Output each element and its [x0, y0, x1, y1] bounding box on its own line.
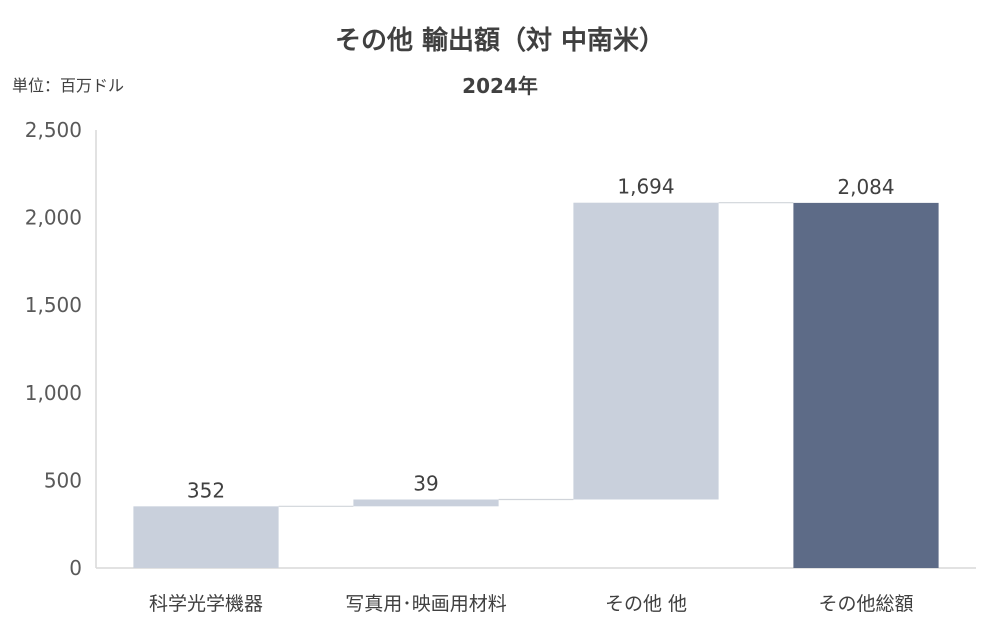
y-tick-label: 1,500 — [25, 293, 82, 317]
data-label: 352 — [187, 478, 225, 502]
chart-subtitle: 2024年 — [462, 74, 538, 98]
x-category-label: その他 他 — [605, 593, 687, 615]
y-tick-label: 1,000 — [25, 381, 82, 405]
y-tick-label: 2,000 — [25, 206, 82, 230]
increment-bar — [573, 202, 719, 500]
data-label: 39 — [413, 471, 438, 495]
y-tick-label: 500 — [44, 468, 82, 492]
x-category-label: 写真用･映画用材料 — [345, 593, 507, 615]
total-bar — [793, 202, 939, 569]
chart-title: その他 輸出額（対 中南米） — [334, 26, 666, 56]
x-category-label: その他総額 — [818, 593, 913, 615]
increment-bar — [133, 506, 279, 568]
y-tick-label: 0 — [69, 556, 82, 580]
unit-label: 単位：百万ドル — [12, 76, 125, 95]
data-label: 1,694 — [617, 175, 674, 199]
increment-bar — [353, 499, 499, 507]
y-tick-label: 2,500 — [25, 118, 82, 142]
x-category-label: 科学光学機器 — [149, 593, 263, 615]
data-label: 2,084 — [837, 175, 894, 199]
